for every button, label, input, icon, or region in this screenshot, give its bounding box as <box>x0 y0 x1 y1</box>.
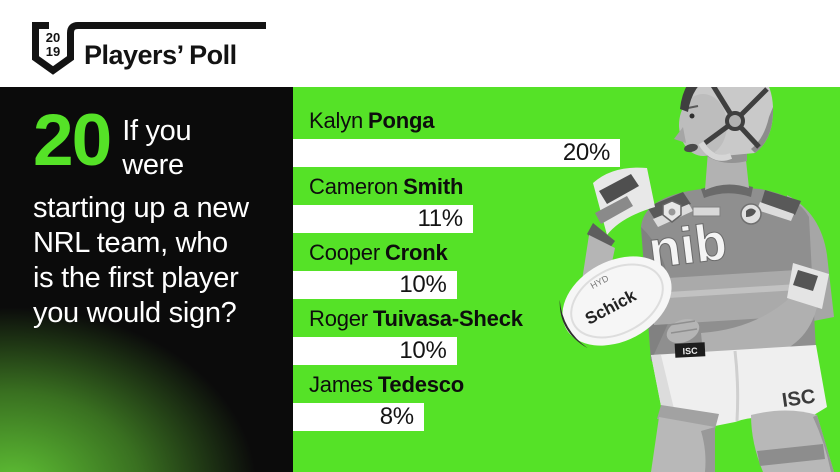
chart-row: Cameron Smith 11% <box>293 173 840 233</box>
player-last-name: Tuivasa-Sheck <box>372 306 523 331</box>
chart-row: Kalyn Ponga 20% <box>293 107 840 167</box>
question-intro-line1: If you <box>122 115 192 147</box>
question-intro-line2: were <box>122 149 184 181</box>
question-number: 20 <box>33 100 112 181</box>
poll-bar: 8% <box>293 403 424 431</box>
poll-percentage: 8% <box>379 403 414 430</box>
poll-percentage: 10% <box>399 271 447 298</box>
player-last-name: Tedesco <box>377 372 465 397</box>
chart-row: Cooper Cronk 10% <box>293 239 840 299</box>
question-line: NRL team, who <box>33 227 228 259</box>
chart-row: James Tedesco 8% <box>293 371 840 431</box>
logo-year-bottom: 19 <box>46 44 60 59</box>
player-name-label: Kalyn Ponga <box>309 107 840 134</box>
question-line: is the first player <box>33 262 239 294</box>
player-name-label: Cooper Cronk <box>309 239 840 266</box>
player-last-name: Cronk <box>384 240 448 265</box>
question-head: 20 If you were <box>33 100 273 182</box>
logo-shield-outline <box>32 22 266 75</box>
question-line: you would sign? <box>33 297 237 329</box>
player-name-label: Roger Tuivasa-Sheck <box>309 305 840 332</box>
poll-percentage: 20% <box>562 139 610 166</box>
chart-row: Roger Tuivasa-Sheck 10% <box>293 305 840 365</box>
poll-percentage: 10% <box>399 337 447 364</box>
bar-chart: Kalyn Ponga 20% Cameron Smith 11% Cooper Cr… <box>293 87 840 472</box>
poll-bar: 10% <box>293 337 457 365</box>
question-intro: If you were <box>122 111 191 182</box>
question-text: starting up a new NRL team, who is the f… <box>33 191 273 331</box>
logo-title: Players’ Poll <box>84 40 237 70</box>
player-last-name: Smith <box>403 174 464 199</box>
player-first-name: Kalyn <box>309 108 364 133</box>
players-poll-logo: 20 19 Players’ Poll <box>32 22 266 75</box>
player-first-name: James <box>309 372 373 397</box>
poll-bar: 10% <box>293 271 457 299</box>
header-band: 20 19 Players’ Poll <box>0 0 840 87</box>
question-panel: 20 If you were starting up a new NRL tea… <box>0 87 293 472</box>
player-name-label: Cameron Smith <box>309 173 840 200</box>
player-first-name: Cameron <box>309 174 399 199</box>
poll-percentage: 11% <box>417 205 463 232</box>
player-name-label: James Tedesco <box>309 371 840 398</box>
player-first-name: Roger <box>309 306 368 331</box>
logo-year-top: 20 <box>46 30 60 45</box>
player-first-name: Cooper <box>309 240 380 265</box>
poll-bar: 11% <box>293 205 473 233</box>
poll-bar: 20% <box>293 139 620 167</box>
player-last-name: Ponga <box>368 108 435 133</box>
question-line: starting up a new <box>33 192 249 224</box>
